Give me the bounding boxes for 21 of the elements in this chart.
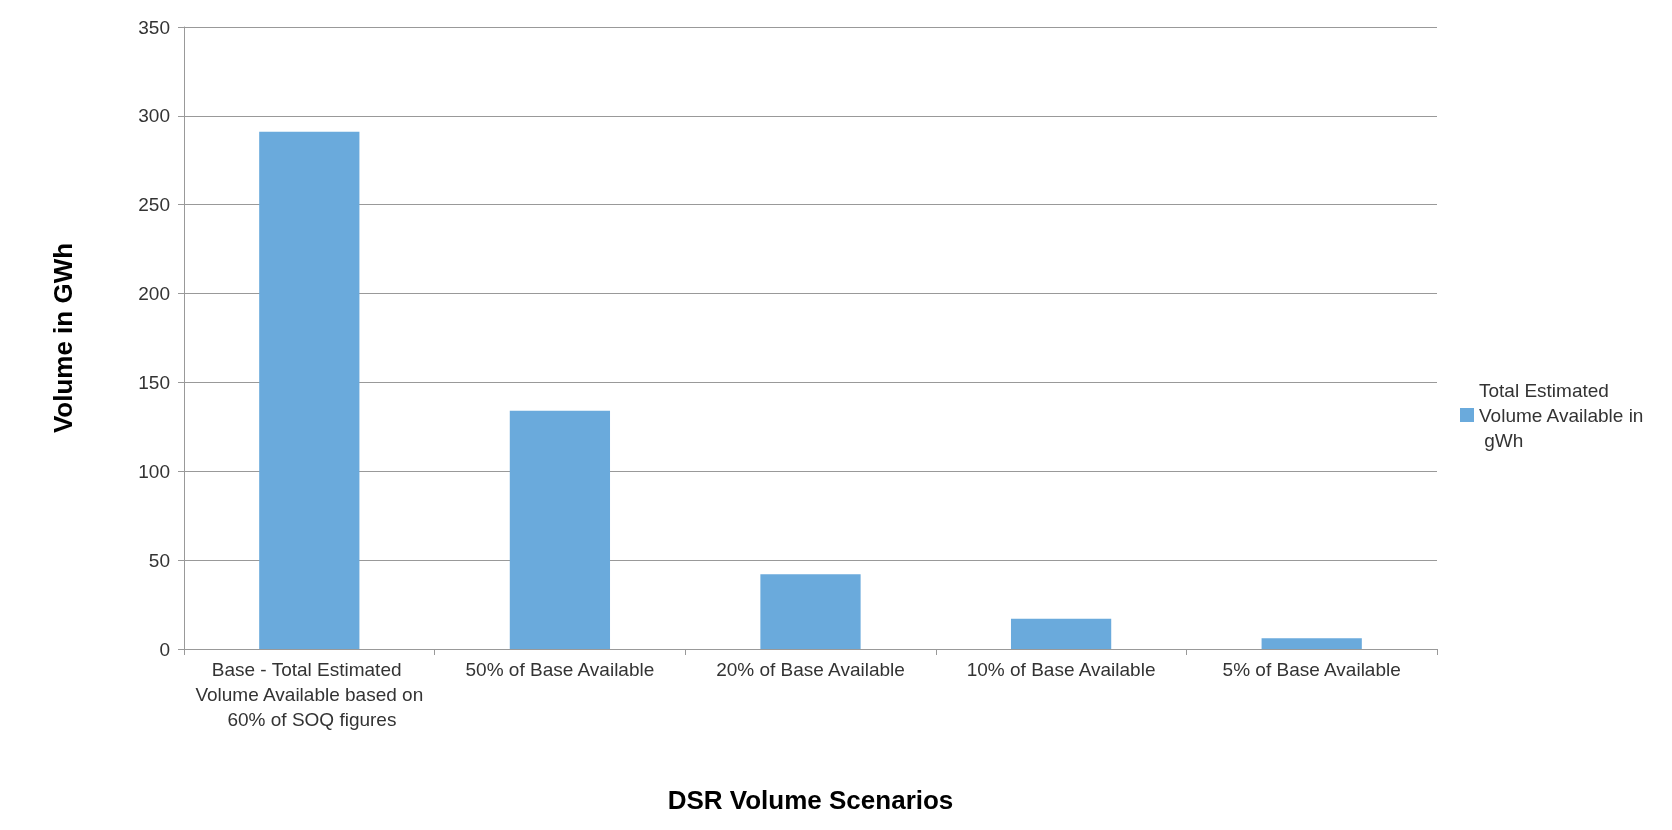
x-tick-label: 10% of Base Available (966, 659, 1156, 680)
y-tick-label: 100 (138, 460, 170, 482)
bar (760, 574, 861, 649)
y-tick-label: 50 (148, 549, 170, 571)
y-tick-label: 300 (138, 105, 170, 127)
legend-label: Total Estimated Volume Available in gWh (1479, 379, 1644, 451)
y-axis-title: Volume in GWh (48, 242, 78, 434)
y-tick-label: 350 (138, 16, 170, 38)
bar (1010, 618, 1112, 649)
x-tick-label: 20% of Base Available (716, 659, 905, 680)
bar (509, 410, 611, 649)
bar (1261, 638, 1362, 649)
y-tick-label: 0 (159, 638, 170, 660)
y-tick-label: 150 (138, 371, 170, 393)
y-tick-label: 200 (138, 283, 170, 305)
x-tick-label: Base - Total Estimated Volume Available based on 60% of SOQ figures (195, 659, 424, 730)
bar (259, 131, 360, 649)
x-tick-label: 50% of Base Available (465, 659, 655, 680)
y-tick-label: 250 (138, 194, 170, 216)
x-tick-label: 5% of Base Available (1222, 659, 1401, 680)
x-axis-title: DSR Volume Scenarios (667, 785, 954, 815)
